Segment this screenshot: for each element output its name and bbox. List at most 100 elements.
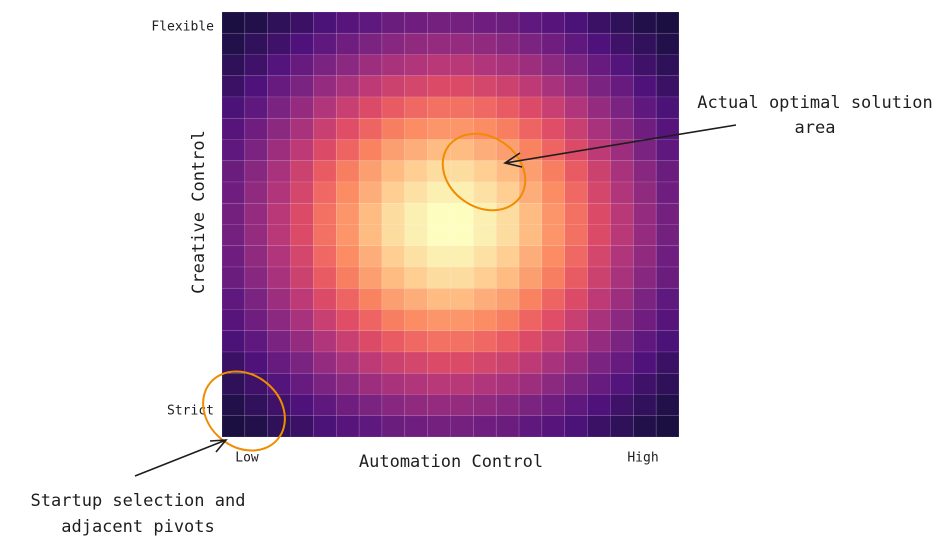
- heatmap-cell: [518, 32, 543, 55]
- heatmap-cell: [564, 351, 588, 374]
- heatmap-cell: [404, 75, 428, 98]
- heatmap-cell: [495, 32, 520, 55]
- heatmap-cell: [518, 54, 543, 77]
- heatmap-cell: [632, 139, 657, 162]
- heatmap-cell: [267, 54, 291, 77]
- heatmap-cell: [587, 202, 611, 225]
- heatmap-cell: [290, 181, 314, 204]
- heatmap-cell: [610, 54, 634, 77]
- heatmap-cell: [221, 181, 246, 204]
- heatmap-cell: [267, 351, 291, 374]
- y-high-label: Flexible: [151, 20, 214, 35]
- heatmap-cell: [495, 351, 520, 374]
- heatmap-cell: [655, 415, 680, 438]
- heatmap-cell: [290, 139, 314, 162]
- heatmap-cell: [335, 415, 360, 438]
- heatmap-cell: [587, 75, 611, 98]
- heatmap-cell: [450, 245, 474, 268]
- heatmap-cell: [450, 309, 474, 332]
- heatmap-cell: [404, 96, 428, 119]
- heatmap-cell: [541, 32, 566, 55]
- heatmap-cell: [427, 330, 451, 353]
- heatmap-cell: [221, 330, 246, 353]
- heatmap-cell: [518, 117, 543, 140]
- heatmap-cell: [404, 266, 428, 289]
- annotation-text: Startup selection and: [31, 491, 246, 511]
- heatmap-cell: [335, 224, 360, 247]
- heatmap-cell: [427, 351, 451, 374]
- heatmap-cell: [313, 415, 337, 438]
- heatmap-cell: [473, 351, 497, 374]
- heatmap-cell: [564, 54, 588, 77]
- y-low-label: Strict: [167, 404, 214, 419]
- heatmap: [221, 11, 680, 438]
- heatmap-cell: [221, 139, 246, 162]
- heatmap-cell: [381, 139, 406, 162]
- heatmap-cell: [335, 54, 360, 77]
- heatmap-cell: [427, 117, 451, 140]
- heatmap-cell: [473, 372, 497, 395]
- heatmap-cell: [381, 287, 406, 310]
- heatmap-cell: [381, 32, 406, 55]
- heatmap-cell: [335, 32, 360, 55]
- heatmap-cell: [290, 394, 314, 417]
- heatmap-cell: [518, 415, 543, 438]
- heatmap-cell: [610, 415, 634, 438]
- heatmap-cell: [335, 309, 360, 332]
- heatmap-cell: [244, 117, 269, 140]
- heatmap-cell: [450, 75, 474, 98]
- heatmap-cell: [221, 54, 246, 77]
- heatmap-cell: [427, 415, 451, 438]
- heatmap-cell: [541, 224, 566, 247]
- heatmap-cell: [221, 372, 246, 395]
- heatmap-cell: [473, 224, 497, 247]
- heatmap-cell: [335, 160, 360, 183]
- heatmap-cell: [404, 245, 428, 268]
- arrow: [134, 439, 228, 477]
- heatmap-cell: [473, 309, 497, 332]
- heatmap-cell: [632, 32, 657, 55]
- highlight-ellipse: [202, 370, 286, 452]
- heatmap-cell: [518, 309, 543, 332]
- heatmap-cell: [358, 224, 383, 247]
- heatmap-cell: [587, 96, 611, 119]
- heatmap-cell: [313, 11, 337, 34]
- y-axis-title: Creative Control: [189, 130, 209, 294]
- heatmap-cell: [404, 330, 428, 353]
- heatmap-cell: [587, 394, 611, 417]
- heatmap-cell: [610, 287, 634, 310]
- heatmap-cell: [541, 394, 566, 417]
- heatmap-cell: [655, 139, 680, 162]
- heatmap-cell: [221, 266, 246, 289]
- heatmap-cell: [518, 287, 543, 310]
- heatmap-cell: [244, 330, 269, 353]
- heatmap-cell: [495, 415, 520, 438]
- heatmap-cell: [495, 266, 520, 289]
- heatmap-cell: [221, 224, 246, 247]
- heatmap-cell: [541, 330, 566, 353]
- heatmap-cell: [290, 160, 314, 183]
- heatmap-cell: [427, 266, 451, 289]
- heatmap-cell: [313, 75, 337, 98]
- heatmap-cell: [564, 287, 588, 310]
- heatmap-cell: [221, 394, 246, 417]
- heatmap-cell: [473, 75, 497, 98]
- heatmap-cell: [358, 330, 383, 353]
- heatmap-cell: [473, 96, 497, 119]
- heatmap-cell: [541, 117, 566, 140]
- heatmap-cell: [587, 372, 611, 395]
- heatmap-cell: [290, 224, 314, 247]
- heatmap-cell: [267, 160, 291, 183]
- heatmap-cell: [427, 75, 451, 98]
- heatmap-cell: [541, 287, 566, 310]
- heatmap-cell: [313, 309, 337, 332]
- heatmap-cell: [495, 96, 520, 119]
- heatmap-cell: [610, 11, 634, 34]
- heatmap-cell: [404, 202, 428, 225]
- heatmap-cell: [655, 372, 680, 395]
- heatmap-cell: [495, 75, 520, 98]
- heatmap-cell: [450, 54, 474, 77]
- heatmap-cell: [313, 330, 337, 353]
- heatmap-cell: [290, 245, 314, 268]
- heatmap-cell: [290, 11, 314, 34]
